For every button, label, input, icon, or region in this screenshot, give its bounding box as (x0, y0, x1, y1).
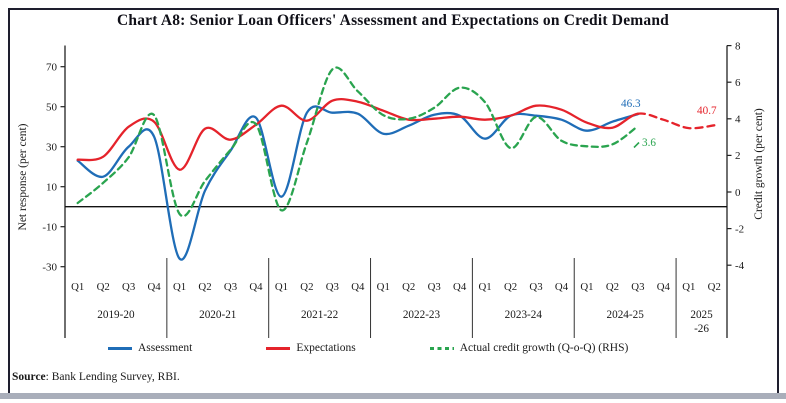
quarter-label: Q4 (453, 281, 467, 293)
year-label: 2020-21 (199, 309, 236, 321)
svg-text:2: 2 (735, 150, 741, 162)
year-label: 2019-20 (97, 309, 135, 321)
x-axis-labels: Q1 Q2 Q3 Q4 2019-20 Q1 Q2 Q3 Q4 2020-21 Q1 Q2 Q3 Q4 20… (71, 258, 721, 338)
legend-item-expectations: Expectations (266, 342, 356, 354)
svg-text:6: 6 (735, 77, 741, 89)
quarter-label: Q3 (529, 281, 542, 293)
legend-label: Assessment (138, 342, 193, 354)
data-label: 46.3 (621, 98, 641, 110)
quarter-label: Q3 (428, 281, 441, 293)
quarter-label: Q3 (224, 281, 237, 293)
year-label: 2023-24 (505, 309, 543, 321)
year-label: 2021-22 (301, 309, 338, 321)
quarter-label: Q1 (275, 281, 288, 293)
right-axis-title: Credit growth (per cent) (753, 108, 765, 220)
svg-text:0: 0 (735, 187, 741, 199)
quarter-label: Q2 (300, 281, 313, 293)
year-label: 2024-25 (607, 309, 645, 321)
quarter-label: Q1 (71, 281, 84, 293)
svg-text:-30: -30 (42, 262, 57, 274)
quarter-label: Q2 (402, 281, 415, 293)
quarter-label: Q1 (377, 281, 390, 293)
quarter-label: Q2 (504, 281, 517, 293)
quarter-label: Q4 (351, 281, 365, 293)
quarter-label: Q3 (326, 281, 339, 293)
quarter-label: Q2 (606, 281, 619, 293)
svg-text:50: 50 (46, 102, 58, 114)
svg-text:-2: -2 (735, 223, 744, 235)
dashed-line-swatch (429, 346, 454, 350)
data-label: 3.6 (642, 137, 656, 149)
left-axis-title: Net response (per cent) (17, 123, 29, 230)
source-note: Source: Bank Lending Survey, RBI. (12, 371, 180, 383)
quarter-label: Q4 (148, 281, 162, 293)
legend-item-actual: Actual credit growth (Q-o-Q) (RHS) (429, 342, 629, 354)
quarter-label: Q1 (580, 281, 593, 293)
svg-text:4: 4 (735, 114, 741, 126)
svg-text:8: 8 (735, 40, 741, 52)
legend-label: Expectations (296, 342, 356, 354)
data-label: 40.7 (697, 105, 717, 117)
quarter-label: Q1 (682, 281, 695, 293)
year-label: 2022-23 (403, 309, 441, 321)
svg-text:70: 70 (46, 62, 58, 74)
right-axis: -4 -2 0 2 4 6 8 Credit growth (per cent) (726, 40, 765, 338)
legend-item-assessment: Assessment (108, 342, 192, 354)
quarter-label: Q4 (249, 281, 263, 293)
quarter-label: Q3 (122, 281, 135, 293)
quarter-label: Q4 (555, 281, 569, 293)
quarter-label: Q2 (97, 281, 110, 293)
source-label: Source (12, 371, 46, 383)
year-label: -26 (694, 323, 709, 335)
solid-line-swatch (266, 346, 291, 350)
quarter-label: Q3 (631, 281, 644, 293)
svg-text:-10: -10 (42, 222, 57, 234)
quarter-label: Q2 (198, 281, 211, 293)
quarter-label: Q1 (479, 281, 492, 293)
svg-text:10: 10 (46, 182, 58, 194)
quarter-label: Q2 (708, 281, 721, 293)
year-label: 2025 (690, 309, 713, 321)
end-labels: 46.3 40.7 3.6 (621, 98, 717, 149)
chart-legend: Assessment Expectations Actual credit grow… (108, 342, 628, 354)
bottom-border (0, 393, 786, 399)
svg-text:30: 30 (46, 142, 58, 154)
source-text: : Bank Lending Survey, RBI. (45, 371, 180, 383)
series-actual-credit-growth-q-o-q-rhs (76, 66, 640, 218)
left-axis: -30 -10 10 30 50 70 Net response (per cent) (17, 45, 66, 338)
legend-label: Actual credit growth (Q-o-Q) (RHS) (459, 342, 629, 354)
chart-title: Chart A8: Senior Loan Officers' Assessme… (117, 12, 669, 29)
svg-text:-4: -4 (735, 260, 745, 272)
quarter-label: Q4 (657, 281, 671, 293)
series-expectations (76, 98, 716, 171)
solid-line-swatch (108, 346, 132, 350)
quarter-label: Q1 (173, 281, 186, 293)
series-assessment (76, 105, 640, 261)
